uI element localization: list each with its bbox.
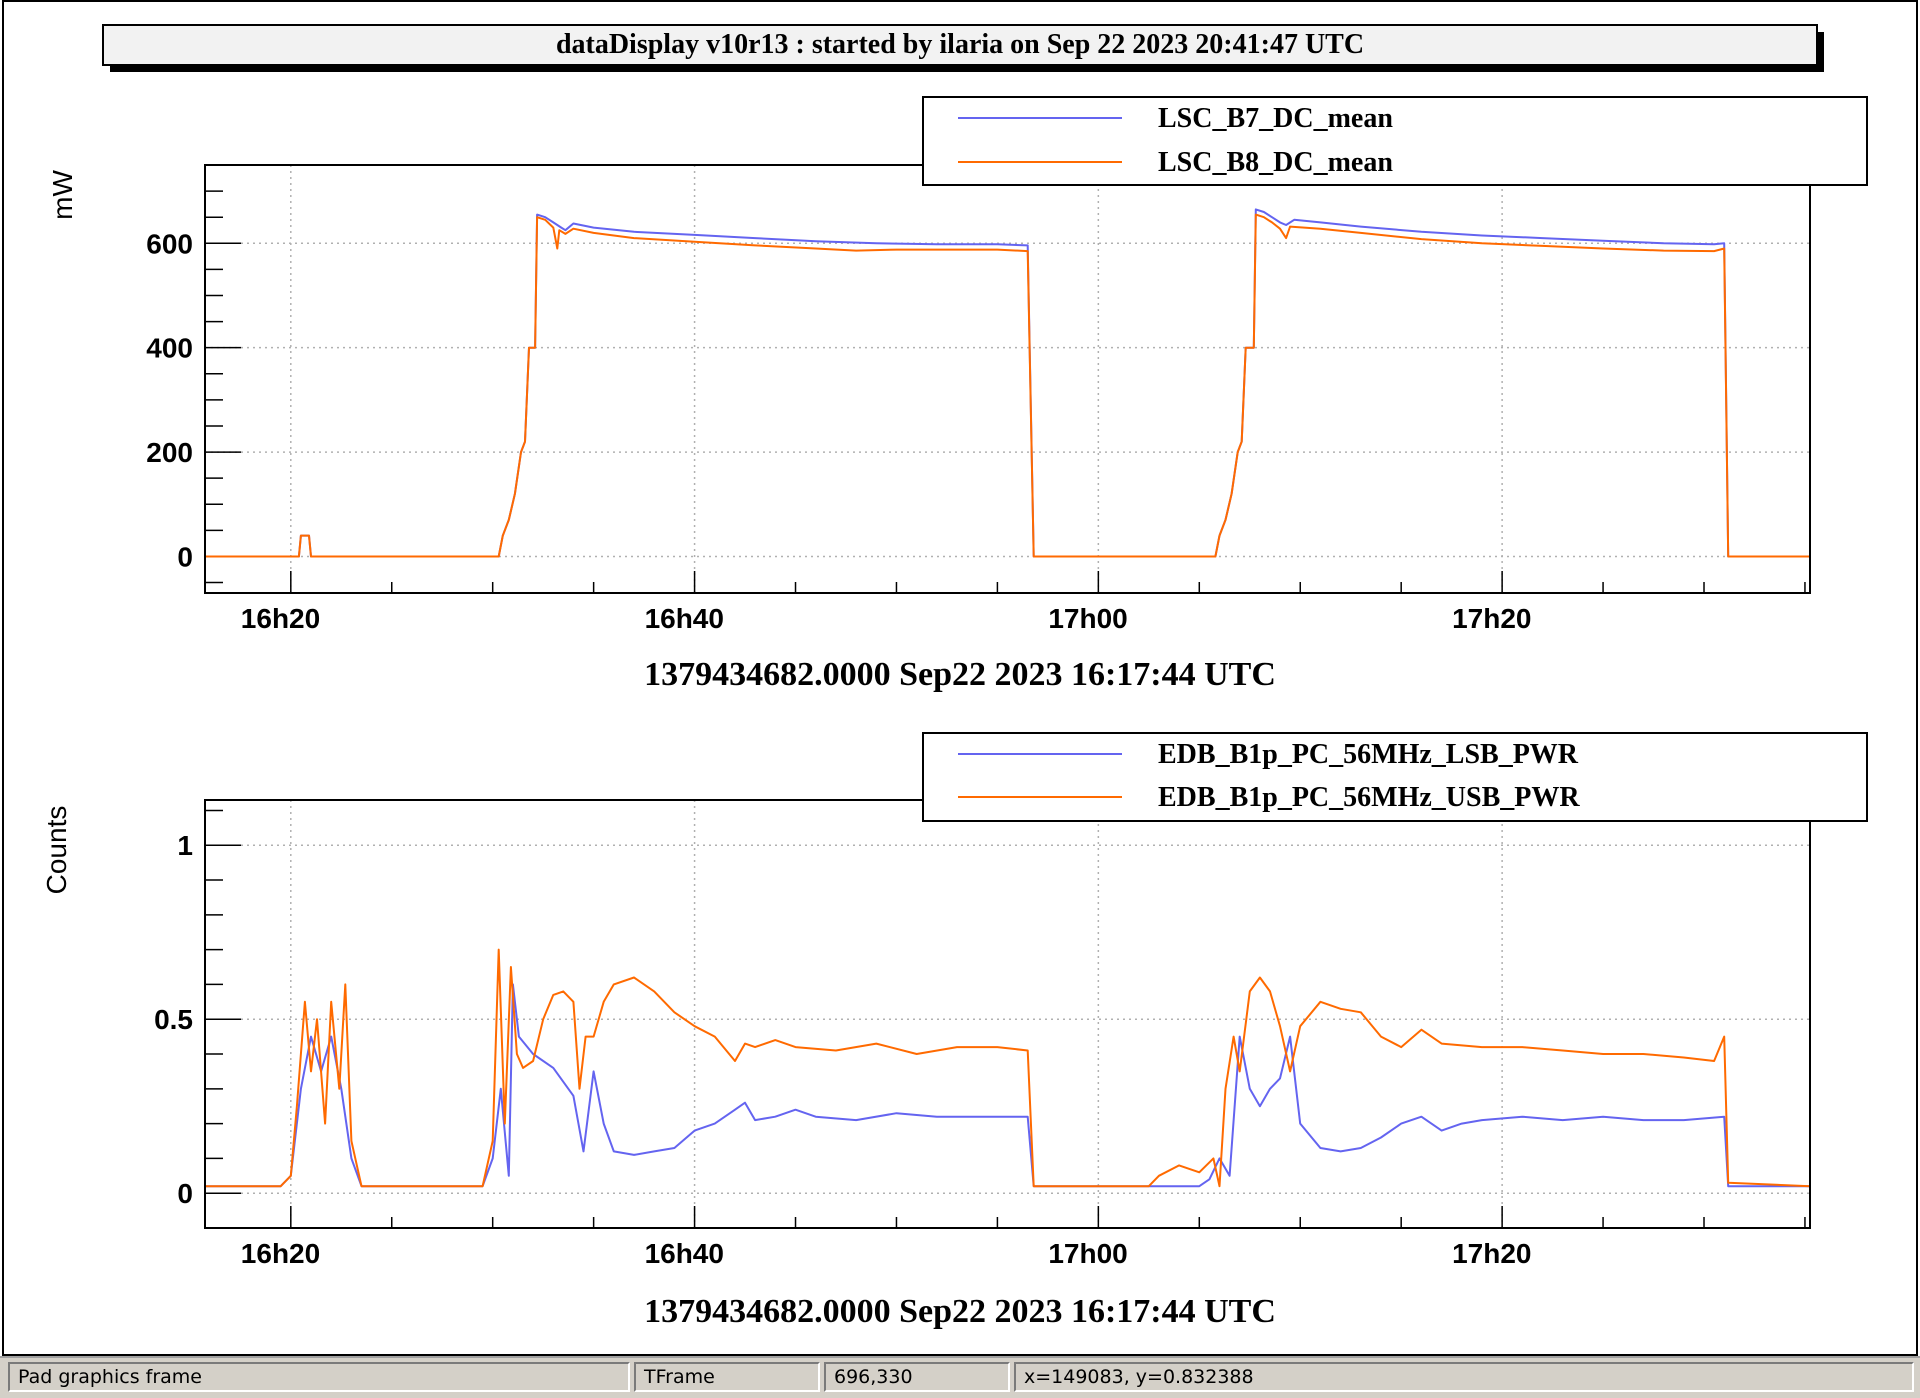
x-tick-label: 17h00 [1048, 603, 1127, 634]
canvas-border [2, 0, 1918, 1356]
y-tick-label: 0 [177, 1178, 193, 1209]
y-tick-label: 400 [146, 333, 193, 364]
plot-2-legend-label-lsb: EDB_B1p_PC_56MHz_LSB_PWR [1158, 739, 1579, 770]
plot-1-frame [204, 164, 1811, 594]
plot-2-ylabel: Counts [41, 806, 72, 895]
plot-2-frame [204, 799, 1811, 1229]
x-tick-label: 17h20 [1452, 603, 1531, 634]
plot-1-tick-labels: 16h20 16h40 17h00 17h20 0 200 400 600 [146, 228, 1531, 634]
series-line-1 [205, 948, 1811, 1188]
plot-1-legend: LSC_B7_DC_mean LSC_B8_DC_mean [922, 96, 1868, 186]
x-tick-label: 17h20 [1452, 1238, 1531, 1269]
title-frame [102, 24, 1818, 66]
plot-1-xlabel: 1379434682.0000 Sep22 2023 16:17:44 UTC [644, 656, 1276, 693]
status-bar: Pad graphics frame TFrame 696,330 x=1490… [0, 1356, 1920, 1398]
plot-1-ticks [205, 164, 1806, 593]
y-tick-label: 0 [177, 541, 193, 572]
status-pixel-position: 696,330 [824, 1362, 1010, 1392]
series-line-1 [205, 213, 1810, 558]
plot-2-legend: EDB_B1p_PC_56MHz_LSB_PWR EDB_B1p_PC_56MH… [922, 732, 1868, 822]
plot-1: 16h20 16h40 17h00 17h20 0 200 400 600 mW 137943… [47, 96, 1868, 693]
plot-2-legend-label-usb: EDB_B1p_PC_56MHz_USB_PWR [1158, 782, 1580, 813]
series-line-0 [205, 983, 1810, 1188]
plot-2-lines [205, 948, 1811, 1188]
status-object-name: Pad graphics frame [8, 1362, 630, 1392]
x-tick-label: 16h20 [241, 603, 320, 634]
plot-2-tick-labels: 16h20 16h40 17h00 17h20 0 0.5 1 [154, 830, 1531, 1269]
y-tick-label: 600 [146, 228, 193, 259]
plot-2-xlabel: 1379434682.0000 Sep22 2023 16:17:44 UTC [644, 1293, 1276, 1330]
x-tick-label: 16h20 [241, 1238, 320, 1269]
page-title: dataDisplay v10r13 : started by ilaria o… [556, 29, 1364, 60]
x-tick-label: 16h40 [645, 1238, 724, 1269]
status-object-class: TFrame [634, 1362, 820, 1392]
status-coordinates: x=149083, y=0.832388 [1014, 1362, 1914, 1392]
y-tick-label: 200 [146, 437, 193, 468]
plot-1-legend-label-b8: LSC_B8_DC_mean [1158, 147, 1393, 178]
plot-2-ticks [205, 809, 1806, 1229]
plot-1-legend-box [922, 96, 1868, 186]
plot-1-lines [205, 208, 1810, 558]
x-tick-label: 16h40 [645, 603, 724, 634]
plot-2-legend-box [922, 732, 1868, 822]
plot-1-ylabel: mW [47, 170, 78, 220]
y-tick-label: 1 [177, 830, 193, 861]
plot-2: 16h20 16h40 17h00 17h20 0 0.5 1 Counts 1379434… [41, 732, 1868, 1330]
title-box: dataDisplay v10r13 : started by ilaria o… [102, 24, 1824, 72]
x-tick-label: 17h00 [1048, 1238, 1127, 1269]
plot-1-legend-label-b7: LSC_B7_DC_mean [1158, 103, 1393, 134]
y-tick-label: 0.5 [154, 1004, 193, 1035]
